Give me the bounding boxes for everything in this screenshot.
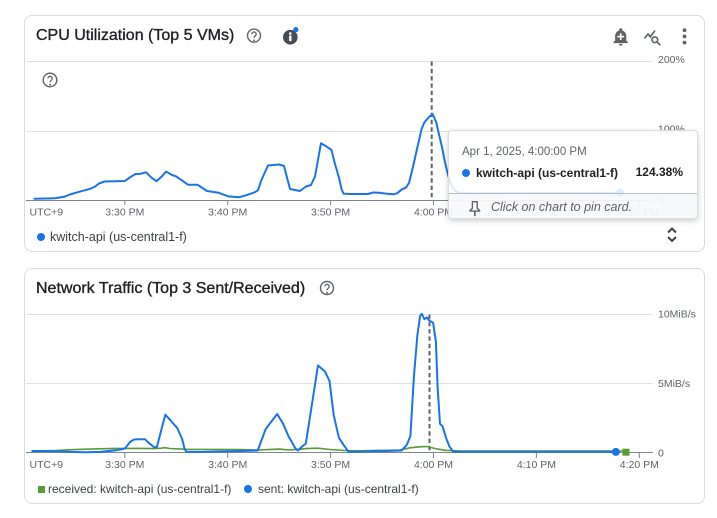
svg-text:10MiB/s: 10MiB/s — [658, 309, 696, 321]
svg-text:3:40 PM: 3:40 PM — [208, 206, 247, 218]
svg-text:UTC+9: UTC+9 — [30, 459, 64, 471]
svg-text:200%: 200% — [658, 54, 685, 66]
svg-text:3:30 PM: 3:30 PM — [105, 206, 144, 218]
svg-text:5MiB/s: 5MiB/s — [658, 378, 690, 390]
svg-text:4:10 PM: 4:10 PM — [517, 459, 556, 471]
svg-text:0: 0 — [658, 447, 664, 459]
svg-text:4:00 PM: 4:00 PM — [414, 459, 453, 471]
svg-text:4:00 PM: 4:00 PM — [414, 206, 453, 218]
svg-text:3:30 PM: 3:30 PM — [105, 459, 144, 471]
svg-text:4:20 PM: 4:20 PM — [620, 459, 659, 471]
svg-text:UTC+9: UTC+9 — [30, 206, 64, 218]
svg-text:3:50 PM: 3:50 PM — [311, 459, 350, 471]
svg-text:3:40 PM: 3:40 PM — [208, 459, 247, 471]
svg-text:3:50 PM: 3:50 PM — [311, 206, 350, 218]
